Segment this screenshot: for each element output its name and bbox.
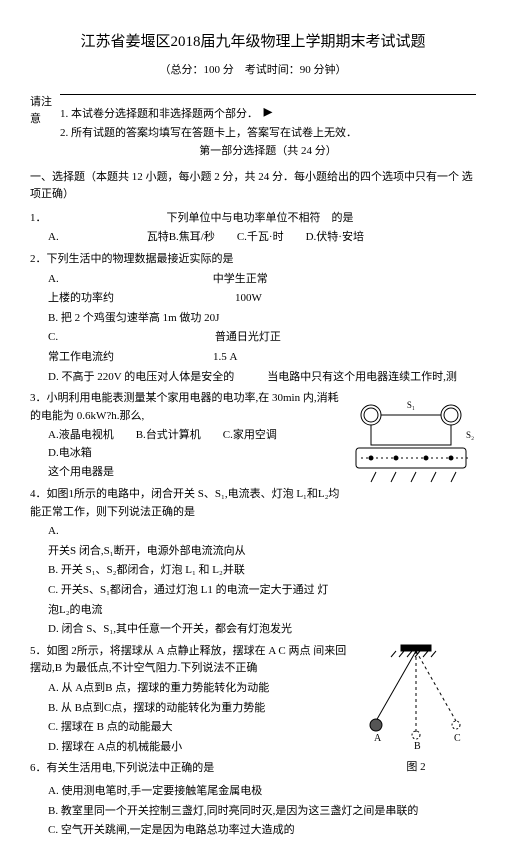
option: D.电冰箱 [48, 445, 92, 463]
option: B.台式计算机 [136, 427, 201, 445]
option: C. 开关S、S₁都闭合，通过灯泡 L1 的电流一定大于通过 灯 [48, 582, 476, 600]
option: B. 开关 S₁、S₂都闭合，灯泡 L₁ 和 L₂并联 [48, 562, 476, 580]
option: A. 使用测电笔时,手一定要接触笔尾金属电极 [48, 783, 476, 801]
subtitle: （总分：100 分 考试时间：90 分钟） [30, 62, 476, 80]
question-stem: 1．下列单位中与电功率单位不相符 的是 [30, 210, 476, 228]
option: D. 闭合 S、S₁,其中任意一个开关，都会有灯泡发光 [48, 621, 476, 639]
option: 泡L₂的电流 [48, 602, 476, 620]
option: A.液晶电视机 [48, 427, 114, 445]
question-options: A. 瓦特B.焦耳/秒 C.千瓦·时 D.伏特·安培 [30, 229, 476, 247]
figure-label: S₁ [407, 400, 415, 410]
option: C.千瓦·时 [237, 229, 284, 247]
notice-label: 请注意 [30, 94, 60, 129]
option: D.伏特·安培 [306, 229, 364, 247]
notice-line: 2. 所有试题的答案均填写在答题卡上，答案写在试卷上无效． [60, 125, 476, 143]
page-title: 江苏省姜堰区2018届九年级物理上学期期末考试试题 [30, 30, 476, 54]
option: D. 不高于 220V 的电压对人体是安全的 当电路中只有这个用电器连续工作时,… [48, 369, 476, 387]
figure-label: B [414, 741, 421, 752]
question-options: A. 开关S 闭合,S₁断开，电源外部电流流向从 B. 开关 S₁、S₂都闭合，… [30, 523, 476, 639]
option: C.家用空调 [223, 427, 277, 445]
option: B. 把 2 个鸡蛋匀速举高 1m 做功 20J [48, 310, 476, 328]
option: B. 教室里同一个开关控制三盏灯,同时亮同时灭,是因为这三盏灯之间是串联的 [48, 803, 476, 821]
figure-label: C [454, 733, 461, 744]
option: 开关S 闭合,S₁断开，电源外部电流流向从 [48, 543, 476, 561]
option: C. 空气开关跳闸,一定是因为电路总功率过大造成的 [48, 822, 476, 840]
option: A. [48, 523, 476, 541]
figure-circuit: S₁ S₂ [346, 390, 476, 497]
option: 上楼的功率约 100W [48, 290, 476, 308]
question-options: A. 中学生正常 上楼的功率约 100W B. 把 2 个鸡蛋匀速举高 1m 做… [30, 271, 476, 387]
question-stem: 2．下列生活中的物理数据最接近实际的是 [30, 251, 476, 269]
option: A. 瓦特B.焦耳/秒 [48, 229, 215, 247]
figure-caption: 图 2 [356, 759, 476, 777]
figure-label: A [374, 733, 382, 744]
section-title: 一、选择题（本题共 12 小题，每小题 2 分，共 24 分．每小题给出的四个选… [30, 169, 476, 204]
option: 常工作电流约 1.5 A [48, 349, 476, 367]
figure-label: S₂ [466, 430, 474, 440]
figure-pendulum: A B C 图 2 [356, 643, 476, 777]
question-options: A. 使用测电笔时,手一定要接触笔尾金属电极 B. 教室里同一个开关控制三盏灯,… [30, 783, 476, 840]
notice-line: 第一部分选择题（共 24 分） [60, 143, 476, 161]
notice-line: 1. 本试卷分选择题和非选择题两个部分． ▸ [60, 97, 476, 126]
option: A. 中学生正常 [48, 271, 476, 289]
notice-block: 请注意 1. 本试卷分选择题和非选择题两个部分． ▸ 2. 所有试题的答案均填写… [30, 94, 476, 161]
option: C. 普通日光灯正 [48, 329, 476, 347]
